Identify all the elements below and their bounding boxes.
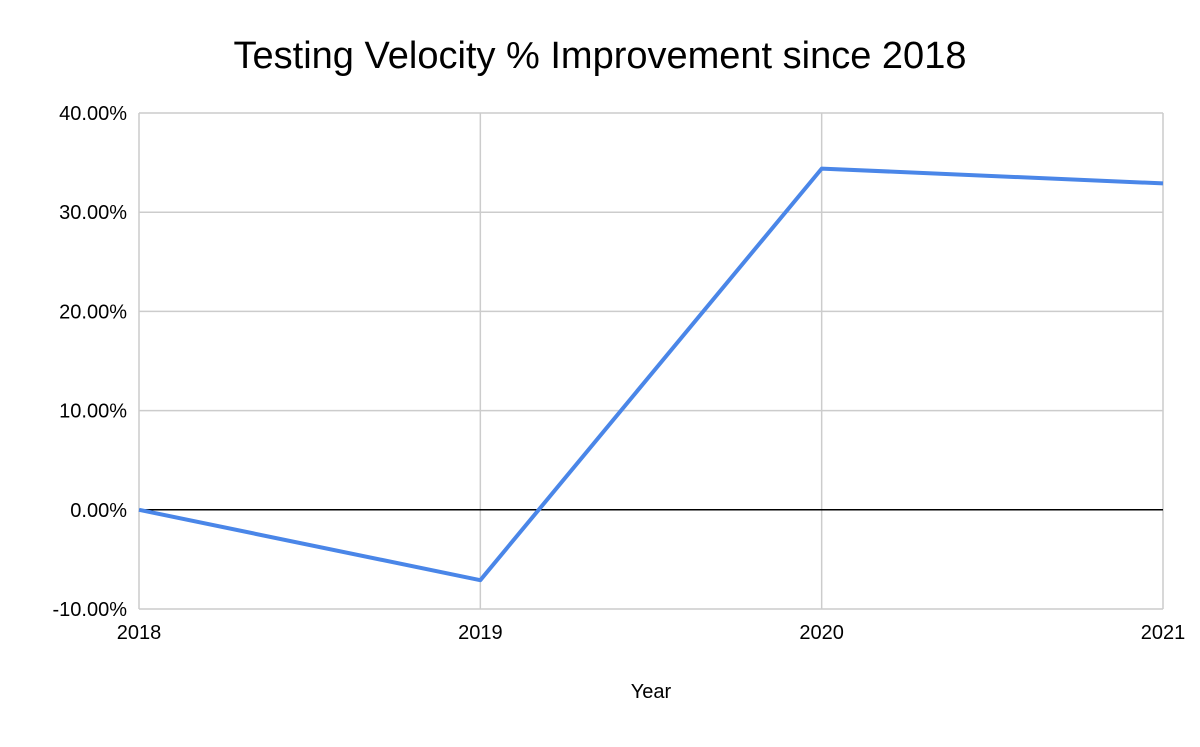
y-tick-label: 10.00% bbox=[59, 401, 127, 423]
x-tick-label: 2019 bbox=[458, 622, 503, 644]
x-axis-title: Year bbox=[631, 681, 672, 703]
tick-labels: 40.00% 30.00% 20.00% 10.00% 0.00% -10.00%2018… bbox=[53, 103, 1186, 644]
gridlines bbox=[139, 113, 1163, 609]
y-tick-label: 30.00% bbox=[59, 202, 127, 224]
y-tick-label: 20.00% bbox=[59, 301, 127, 323]
series-lines bbox=[139, 168, 1163, 580]
x-tick-label: 2018 bbox=[117, 622, 162, 644]
chart-title: Testing Velocity % Improvement since 201… bbox=[234, 35, 967, 77]
x-tick-label: 2020 bbox=[799, 622, 844, 644]
y-tick-label: -10.00% bbox=[53, 599, 128, 621]
series-line-0 bbox=[139, 169, 1163, 581]
x-tick-label: 2021 bbox=[1141, 622, 1186, 644]
y-tick-label: 40.00% bbox=[59, 103, 127, 125]
y-tick-label: 0.00% bbox=[70, 500, 127, 522]
